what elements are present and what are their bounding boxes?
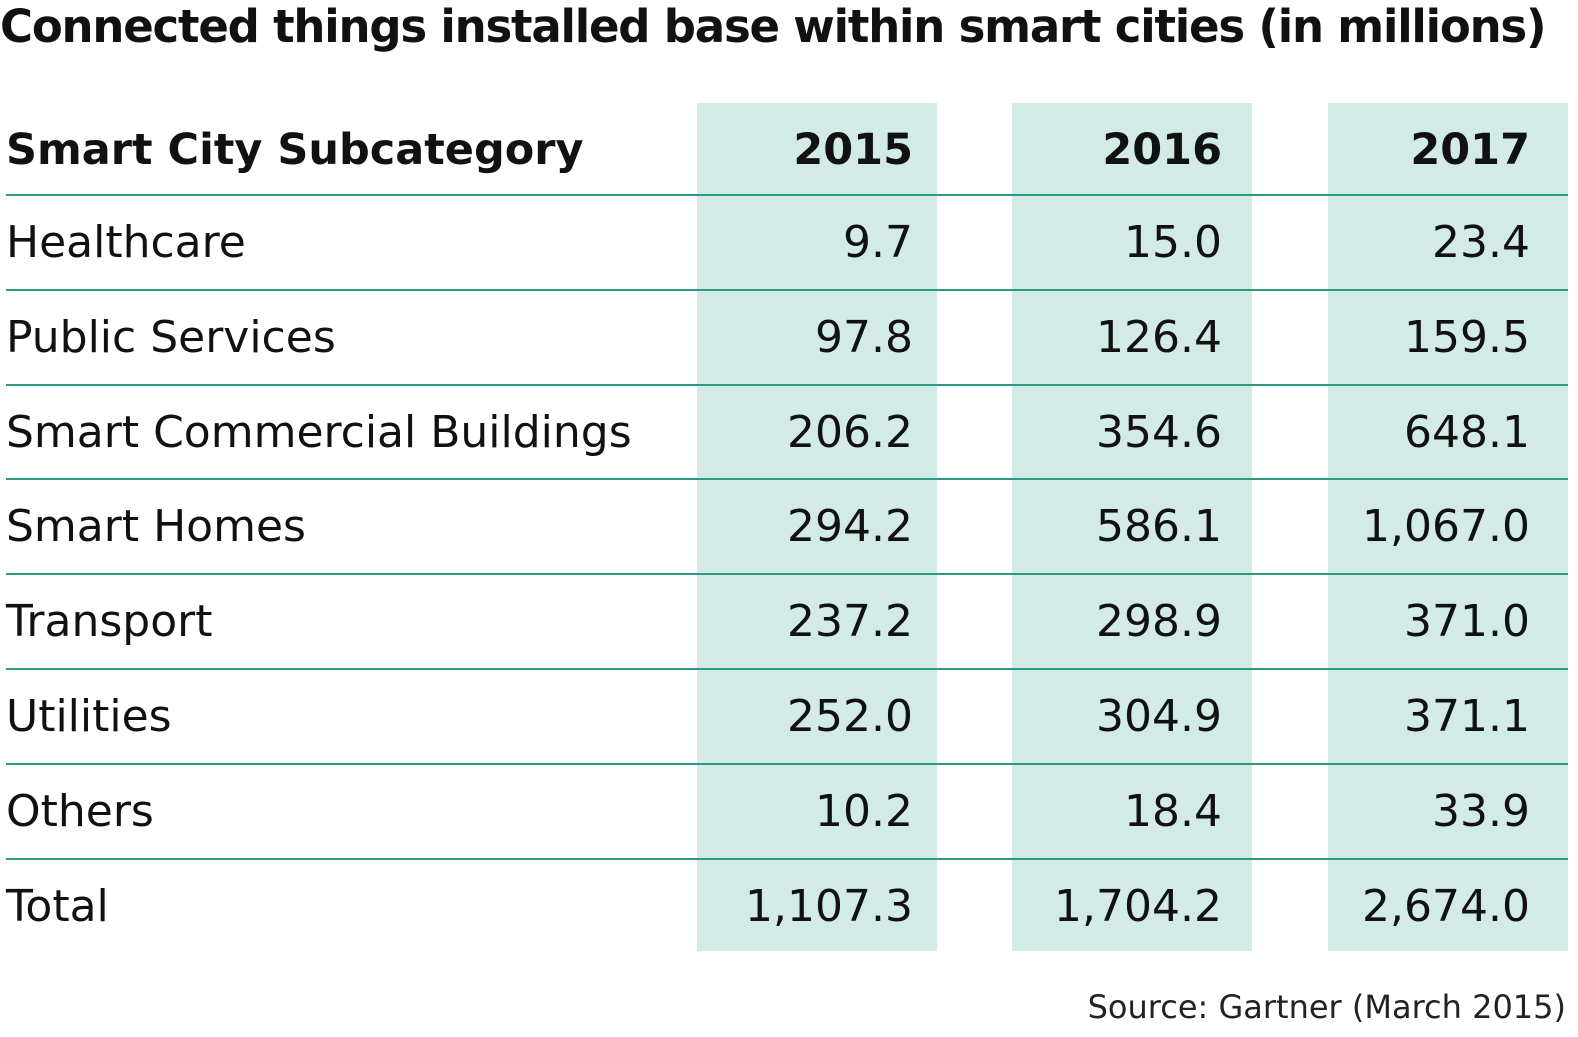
table-cell-2017: 23.4 — [1432, 217, 1530, 268]
table-header-row: Smart City Subcategory 2015 2016 2017 — [0, 103, 1568, 197]
chart-title: Connected things installed base within s… — [0, 0, 1547, 53]
row-divider — [6, 384, 1568, 386]
table-row: Transport 237.2 298.9 371.0 — [0, 575, 1568, 669]
table-cell-2017: 371.0 — [1404, 596, 1530, 647]
table-row: Others 10.2 18.4 33.9 — [0, 765, 1568, 859]
table-cell-2017: 2,674.0 — [1362, 881, 1530, 932]
row-divider — [6, 478, 1568, 480]
column-band-2015 — [697, 103, 937, 951]
table-cell-2016: 354.6 — [1096, 407, 1222, 458]
row-divider — [6, 763, 1568, 765]
table-row: Public Services 97.8 126.4 159.5 — [0, 291, 1568, 385]
table-cell-2017: 371.1 — [1404, 691, 1530, 742]
table-cell-2015: 294.2 — [787, 501, 913, 552]
header-2017: 2017 — [1410, 125, 1530, 175]
row-divider — [6, 194, 1568, 196]
table-cell-2015: 252.0 — [787, 691, 913, 742]
header-2015: 2015 — [793, 125, 913, 175]
table-cell-2016: 1,704.2 — [1054, 881, 1222, 932]
table-cell-2017: 33.9 — [1432, 786, 1530, 837]
table-cell-2016: 586.1 — [1096, 501, 1222, 552]
table-row: Total 1,107.3 1,704.2 2,674.0 — [0, 860, 1568, 954]
header-2016: 2016 — [1102, 125, 1222, 175]
row-label: Healthcare — [6, 217, 246, 268]
table-cell-2015: 1,107.3 — [745, 881, 913, 932]
table-cell-2016: 18.4 — [1124, 786, 1222, 837]
row-divider — [6, 289, 1568, 291]
table-cell-2016: 304.9 — [1096, 691, 1222, 742]
table-cell-2016: 126.4 — [1096, 312, 1222, 363]
table-row: Healthcare 9.7 15.0 23.4 — [0, 196, 1568, 290]
table-cell-2016: 298.9 — [1096, 596, 1222, 647]
row-label: Total — [6, 881, 109, 932]
table-cell-2015: 97.8 — [815, 312, 913, 363]
row-divider — [6, 668, 1568, 670]
table-row: Utilities 252.0 304.9 371.1 — [0, 670, 1568, 764]
column-band-2016 — [1012, 103, 1252, 951]
column-band-2017 — [1328, 103, 1568, 951]
row-label: Others — [6, 786, 154, 837]
table-cell-2015: 10.2 — [815, 786, 913, 837]
row-label: Utilities — [6, 691, 172, 742]
row-label: Smart Homes — [6, 501, 306, 552]
row-divider — [6, 858, 1568, 860]
table-cell-2016: 15.0 — [1124, 217, 1222, 268]
header-subcategory: Smart City Subcategory — [6, 125, 584, 175]
table-row: Smart Homes 294.2 586.1 1,067.0 — [0, 480, 1568, 574]
table-cell-2015: 237.2 — [787, 596, 913, 647]
table-cell-2017: 1,067.0 — [1362, 501, 1530, 552]
row-label: Smart Commercial Buildings — [6, 407, 632, 458]
table-cell-2015: 206.2 — [787, 407, 913, 458]
table-row: Smart Commercial Buildings 206.2 354.6 648.… — [0, 386, 1568, 480]
table-cell-2017: 159.5 — [1404, 312, 1530, 363]
row-label: Public Services — [6, 312, 336, 363]
row-divider — [6, 573, 1568, 575]
row-label: Transport — [6, 596, 213, 647]
table-cell-2015: 9.7 — [843, 217, 913, 268]
table-cell-2017: 648.1 — [1404, 407, 1530, 458]
source-note: Source: Gartner (March 2015) — [1087, 988, 1566, 1026]
